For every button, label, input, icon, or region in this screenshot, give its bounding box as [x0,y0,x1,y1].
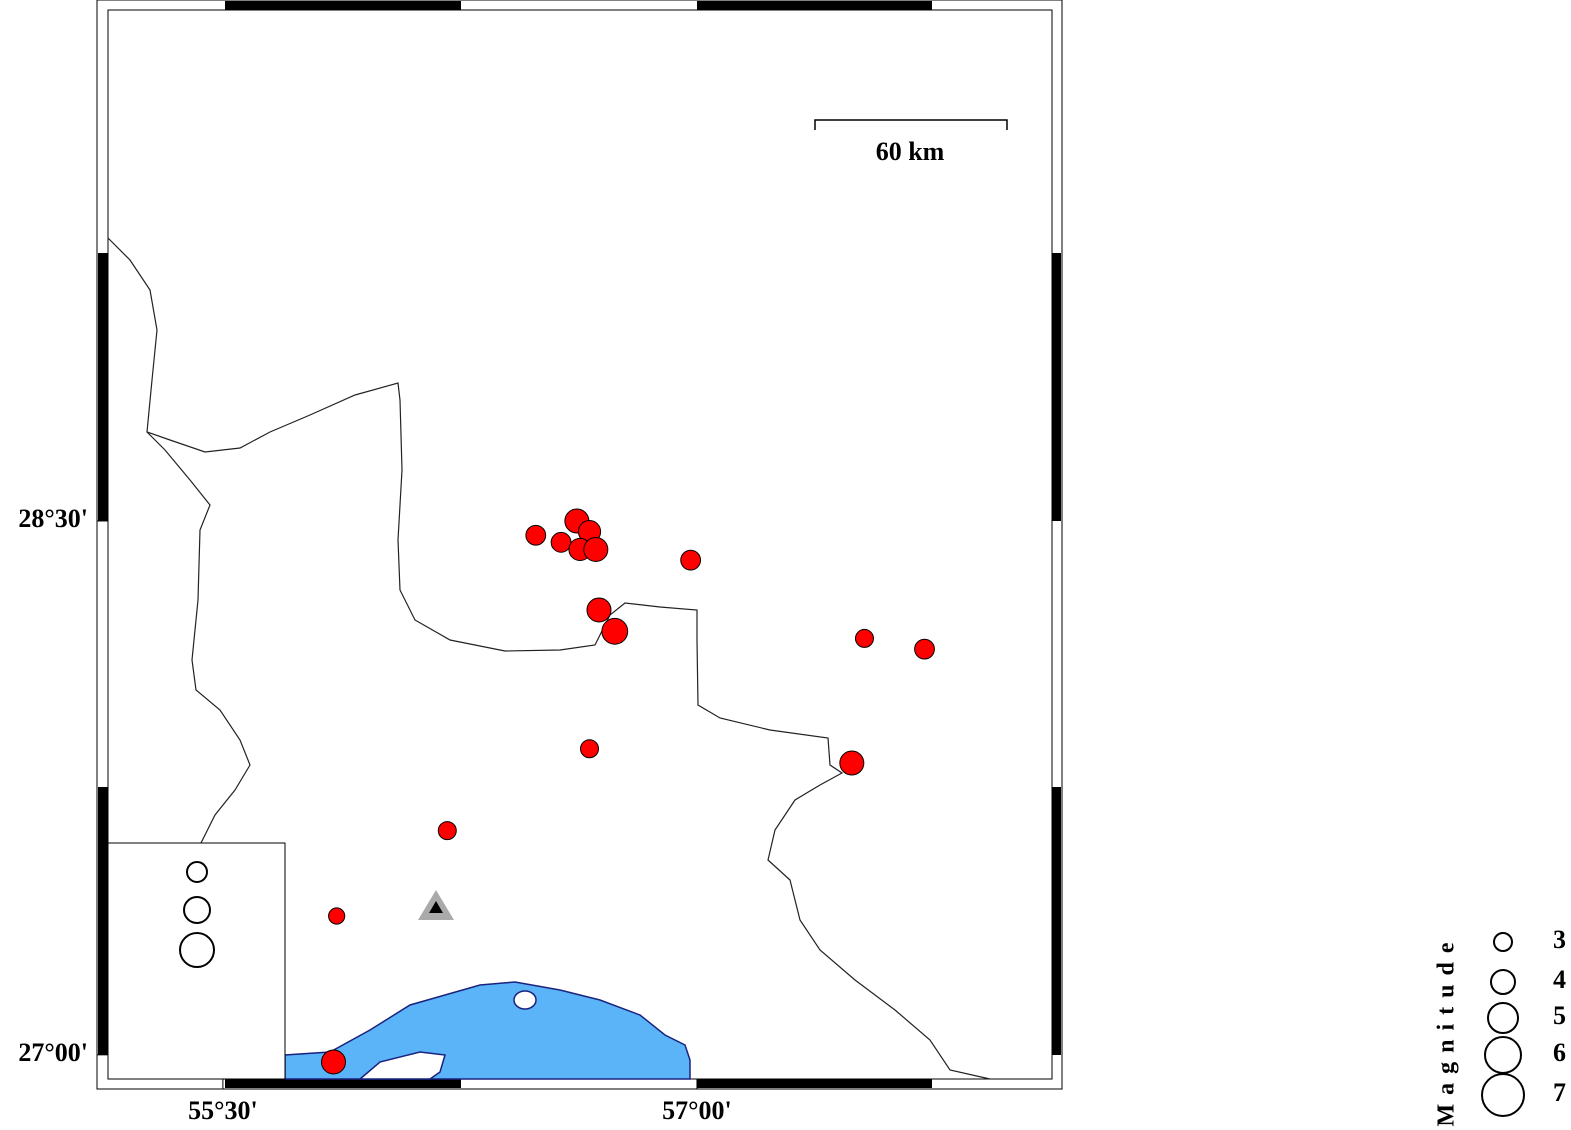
sea [284,981,691,1080]
frame-bars [98,1,1061,1088]
legend-circle [1490,969,1516,995]
earthquake [580,739,600,759]
earthquake [321,1049,347,1075]
legend-circle [1481,1073,1525,1117]
inset-circles [179,861,215,968]
earthquake [601,617,629,645]
scale-label: 60 km [876,137,945,166]
island [513,990,537,1010]
volcano-core [429,901,443,913]
x-tick-label: 55°30' [188,1096,258,1125]
earthquake [914,638,935,660]
legend-label: 7 [1553,1078,1566,1107]
earthquake [680,549,702,571]
island [357,1051,446,1080]
legend-circle [1493,932,1513,952]
legend-label: 3 [1553,925,1566,954]
scale-bar [814,119,1008,130]
legend-title: Magnitude [1434,933,1460,1126]
earthquake [328,907,346,925]
legend-circle [1487,1002,1519,1034]
legend-label: 6 [1553,1038,1566,1067]
y-tick-label: 27°00' [18,1038,88,1067]
legend-label: 5 [1553,1001,1566,1030]
earthquake [586,597,612,623]
border [146,431,251,846]
legend-circle [1484,1036,1522,1074]
earthquake [854,628,874,648]
earthquake [839,750,865,776]
x-tick-label: 57°00' [662,1096,732,1125]
earthquake [550,531,572,553]
legend-label: 4 [1553,965,1566,994]
earthquake [437,821,457,841]
earthquake [525,524,547,546]
earthquake [583,536,609,562]
inset-box [107,842,286,1080]
y-tick-label: 28°30' [18,504,88,533]
